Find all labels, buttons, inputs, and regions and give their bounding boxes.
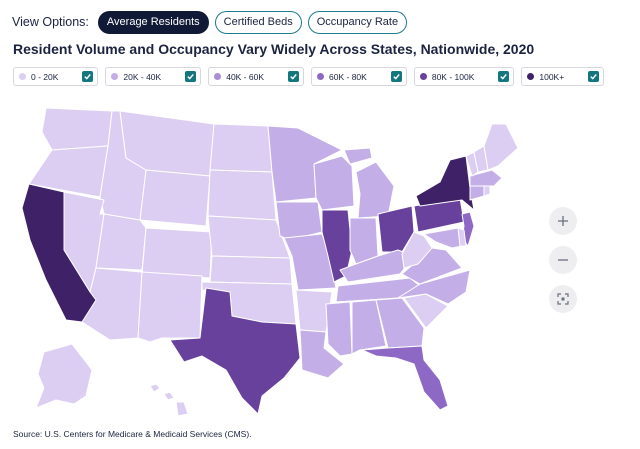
fullscreen-button[interactable] xyxy=(549,285,577,313)
state-florida[interactable] xyxy=(361,345,449,411)
legend-item-40k-60k[interactable]: 40K - 60K xyxy=(208,67,305,86)
zoom-in-icon xyxy=(558,216,568,226)
zoom-out-icon xyxy=(558,259,568,261)
legend-label: 80K - 100K xyxy=(431,71,475,82)
state-north-dakota[interactable] xyxy=(209,123,273,173)
view-options-label: View Options: xyxy=(12,15,89,29)
checkbox-checked-icon[interactable] xyxy=(588,71,600,82)
state-new-mexico[interactable] xyxy=(137,271,203,343)
state-maine[interactable] xyxy=(483,123,519,171)
state-hawaii[interactable] xyxy=(149,383,189,417)
legend-label: 20K - 40K xyxy=(123,71,162,82)
state-rhode-island[interactable] xyxy=(483,185,491,197)
state-mississippi[interactable] xyxy=(325,301,353,357)
state-nebraska[interactable] xyxy=(207,215,291,259)
zoom-in-button[interactable] xyxy=(549,207,577,235)
checkbox-checked-icon[interactable] xyxy=(498,71,510,82)
state-wisconsin[interactable] xyxy=(313,155,355,211)
legend-item-20k-40k[interactable]: 20K - 40K xyxy=(105,67,202,86)
legend: 0 - 20K 20K - 40K 40K - 60K 60K - 80K 80… xyxy=(13,67,605,86)
state-south-dakota[interactable] xyxy=(207,169,277,221)
state-illinois[interactable] xyxy=(321,209,353,283)
legend-label: 60K - 80K xyxy=(329,71,367,82)
state-texas[interactable] xyxy=(169,287,301,415)
state-colorado[interactable] xyxy=(141,227,213,279)
map-title: Resident Volume and Occupancy Vary Widel… xyxy=(13,41,535,57)
fullscreen-icon xyxy=(557,293,569,305)
state-maryland[interactable] xyxy=(423,227,463,249)
zoom-out-button[interactable] xyxy=(549,246,577,274)
tab-certified-beds[interactable]: Certified Beds xyxy=(214,10,302,34)
us-map-svg[interactable] xyxy=(0,95,540,425)
legend-swatch xyxy=(317,73,325,80)
state-massachusetts[interactable] xyxy=(469,169,503,187)
state-wyoming[interactable] xyxy=(139,169,211,227)
legend-swatch xyxy=(111,73,119,80)
legend-swatch xyxy=(419,73,427,80)
legend-swatch xyxy=(19,73,26,80)
state-utah[interactable] xyxy=(95,213,147,271)
legend-swatch xyxy=(214,73,222,80)
legend-item-80k-100k[interactable]: 80K - 100K xyxy=(413,67,515,86)
state-california[interactable] xyxy=(21,183,97,323)
legend-label: 100K+ xyxy=(539,71,565,82)
source-note: Source: U.S. Centers for Medicare & Medi… xyxy=(13,429,252,439)
legend-item-60k-80k[interactable]: 60K - 80K xyxy=(311,67,407,86)
tab-average-residents[interactable]: Average Residents xyxy=(97,10,209,34)
legend-item-0-20k[interactable]: 0 - 20K xyxy=(13,67,99,86)
state-connecticut[interactable] xyxy=(469,185,485,201)
state-new-york[interactable] xyxy=(415,155,475,211)
checkbox-checked-icon[interactable] xyxy=(82,71,94,82)
state-north-carolina[interactable] xyxy=(397,269,471,305)
view-options-bar: View Options: Average Residents Certifie… xyxy=(12,10,408,34)
checkbox-checked-icon[interactable] xyxy=(390,71,402,82)
legend-label: 40K - 60K xyxy=(226,71,265,82)
tab-occupancy-rate[interactable]: Occupancy Rate xyxy=(307,10,408,34)
state-washington[interactable] xyxy=(41,107,113,151)
legend-label: 0 - 20K xyxy=(31,71,59,82)
state-west-virginia[interactable] xyxy=(401,231,433,269)
state-kansas[interactable] xyxy=(209,255,293,285)
state-alabama[interactable] xyxy=(351,299,387,355)
state-delaware[interactable] xyxy=(457,227,467,247)
checkbox-checked-icon[interactable] xyxy=(288,71,300,82)
us-choropleth-map[interactable] xyxy=(0,95,540,425)
legend-swatch xyxy=(527,73,535,80)
state-louisiana[interactable] xyxy=(299,329,345,379)
checkbox-checked-icon[interactable] xyxy=(185,71,197,82)
legend-item-100k-plus[interactable]: 100K+ xyxy=(521,67,605,86)
state-alaska[interactable] xyxy=(35,343,93,409)
